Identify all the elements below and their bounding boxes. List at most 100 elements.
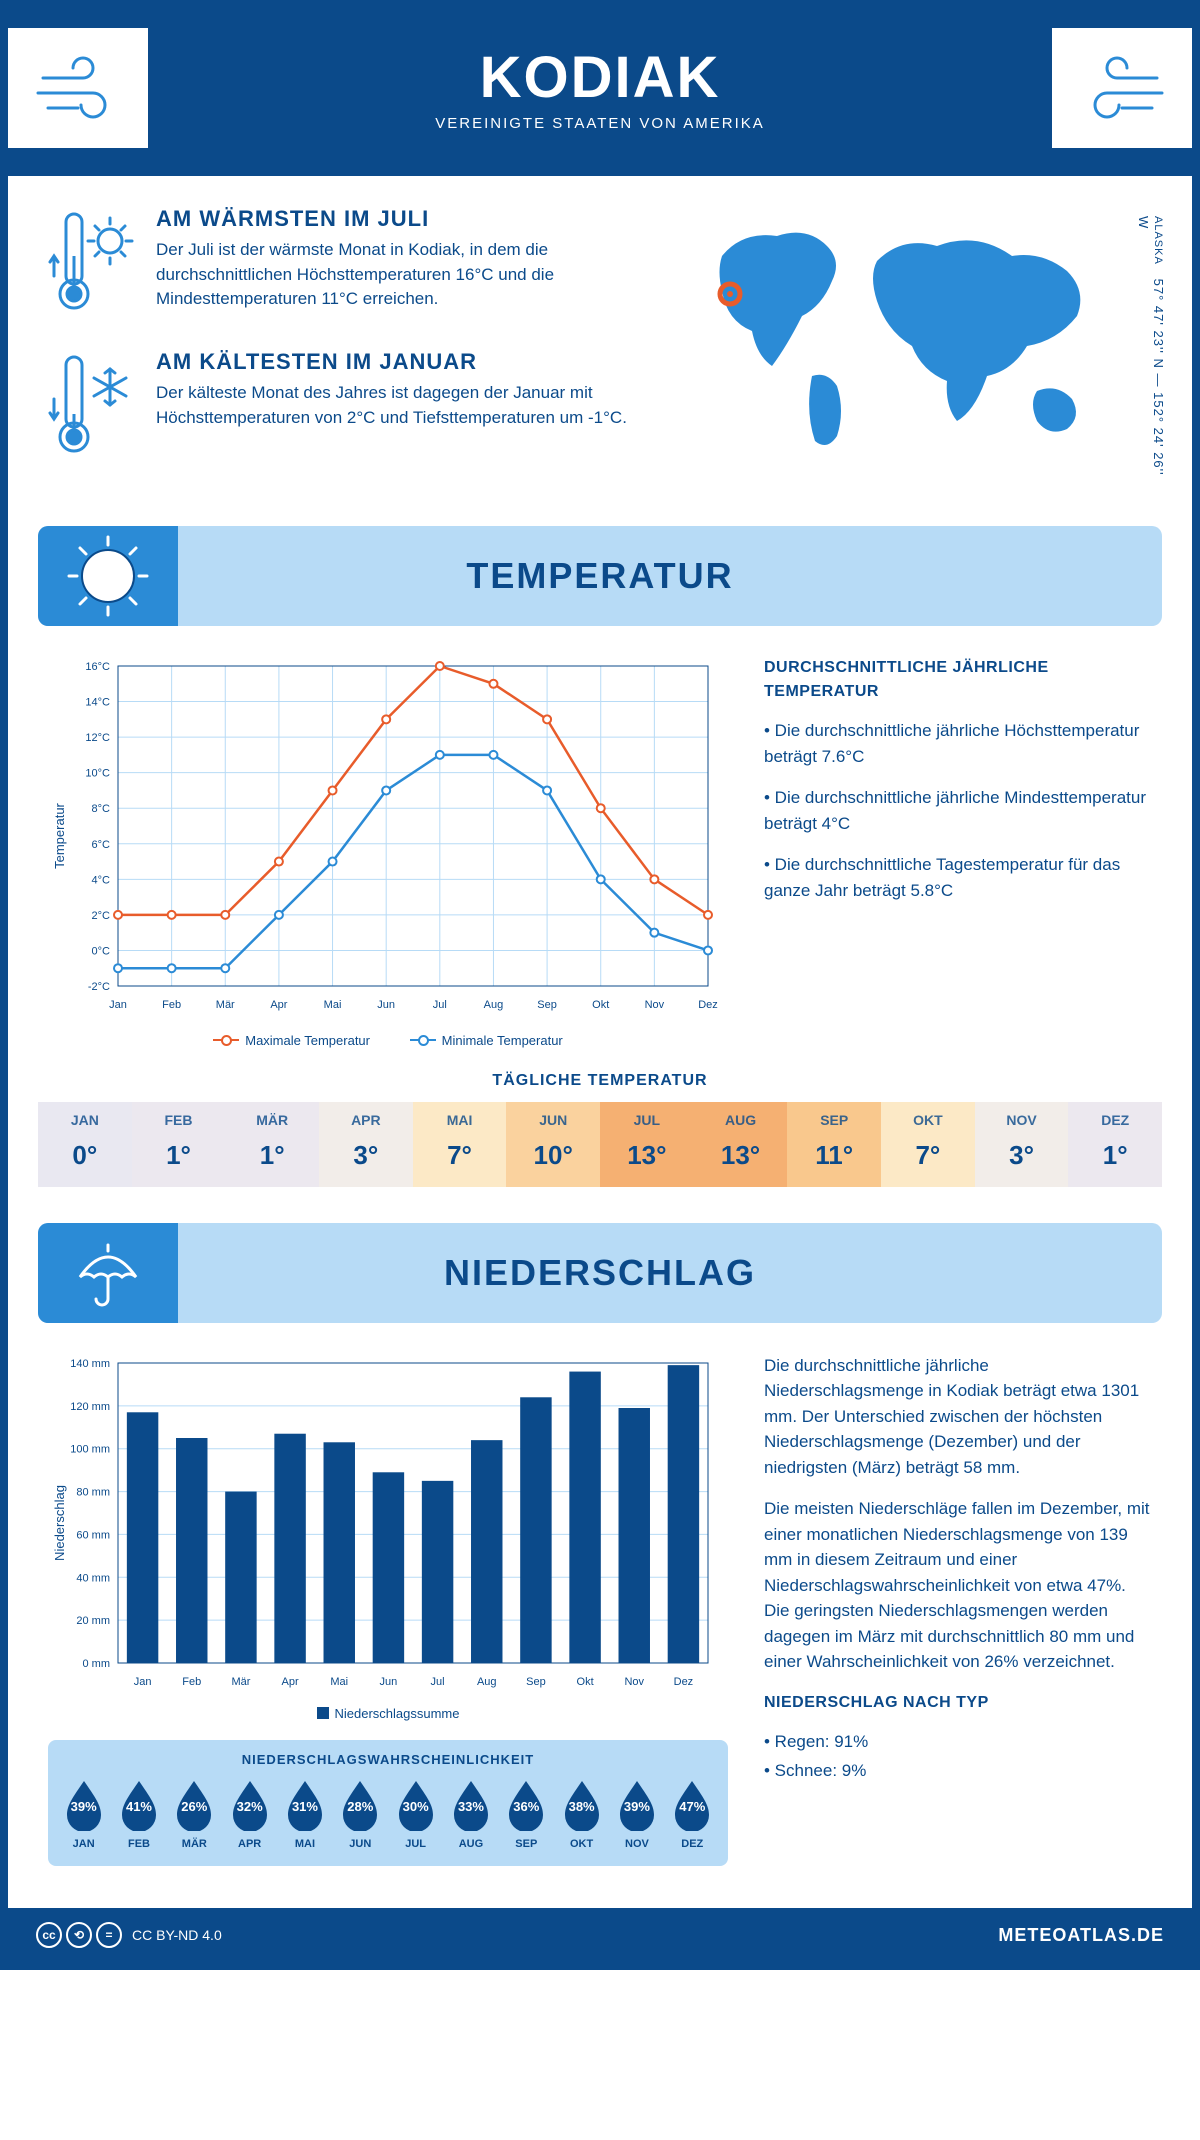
precipitation-legend: Niederschlagssumme bbox=[48, 1706, 728, 1723]
map-wrap: ALASKA 57° 47' 23'' N — 152° 24' 26'' W bbox=[692, 206, 1152, 492]
svg-text:16°C: 16°C bbox=[85, 661, 110, 673]
probability-panel: NIEDERSCHLAGSWAHRSCHEINLICHKEIT 39%JAN41… bbox=[48, 1740, 728, 1866]
temperature-body: -2°C0°C2°C4°C6°C8°C10°C12°C14°C16°CJanFe… bbox=[8, 626, 1192, 1058]
svg-text:Okt: Okt bbox=[577, 1676, 594, 1688]
svg-text:Jun: Jun bbox=[377, 999, 395, 1011]
svg-text:100 mm: 100 mm bbox=[70, 1443, 110, 1455]
intro-section: AM WÄRMSTEN IM JULI Der Juli ist der wär… bbox=[8, 176, 1192, 502]
daily-temperature-table: JAN0°FEB1°MÄR1°APR3°MAI7°JUN10°JUL13°AUG… bbox=[38, 1102, 1162, 1187]
svg-text:Jan: Jan bbox=[109, 999, 127, 1011]
header: KODIAK VEREINIGTE STAATEN VON AMERIKA bbox=[8, 8, 1192, 176]
location-subtitle: VEREINIGTE STAATEN VON AMERIKA bbox=[148, 115, 1052, 132]
probability-drop: 28%JUN bbox=[335, 1777, 386, 1850]
month-cell: OKT7° bbox=[881, 1102, 975, 1187]
probability-drop: 31%MAI bbox=[279, 1777, 330, 1850]
probability-drop: 39%NOV bbox=[611, 1777, 662, 1850]
thermometer-snow-icon bbox=[48, 349, 138, 464]
svg-text:Sep: Sep bbox=[526, 1676, 546, 1688]
precipitation-bar-chart: 0 mm20 mm40 mm60 mm80 mm100 mm120 mm140 … bbox=[48, 1353, 728, 1693]
svg-text:Feb: Feb bbox=[162, 999, 181, 1011]
svg-text:-2°C: -2°C bbox=[88, 981, 110, 993]
daily-temp-title: TÄGLICHE TEMPERATUR bbox=[8, 1072, 1192, 1090]
location-title: KODIAK bbox=[148, 44, 1052, 111]
temperature-chart: -2°C0°C2°C4°C6°C8°C10°C12°C14°C16°CJanFe… bbox=[48, 656, 728, 1048]
probability-drop: 33%AUG bbox=[445, 1777, 496, 1850]
coldest-text: Der kälteste Monat des Jahres ist dagege… bbox=[156, 381, 662, 430]
svg-text:140 mm: 140 mm bbox=[70, 1358, 110, 1370]
svg-text:Jun: Jun bbox=[380, 1676, 398, 1688]
world-map-icon bbox=[692, 206, 1112, 466]
month-cell: APR3° bbox=[319, 1102, 413, 1187]
svg-text:Niederschlag: Niederschlag bbox=[52, 1485, 67, 1561]
svg-text:10°C: 10°C bbox=[85, 768, 110, 780]
coldest-title: AM KÄLTESTEN IM JANUAR bbox=[156, 349, 662, 375]
month-cell: NOV3° bbox=[975, 1102, 1069, 1187]
svg-text:Mai: Mai bbox=[330, 1676, 348, 1688]
svg-text:Apr: Apr bbox=[270, 999, 287, 1011]
temperature-summary: DURCHSCHNITTLICHE JÄHRLICHE TEMPERATUR •… bbox=[764, 656, 1152, 1048]
svg-text:40 mm: 40 mm bbox=[76, 1572, 110, 1584]
precipitation-section-header: NIEDERSCHLAG bbox=[38, 1223, 1162, 1323]
probability-drop: 39%JAN bbox=[58, 1777, 109, 1850]
temperature-section-header: TEMPERATUR bbox=[38, 526, 1162, 626]
svg-text:Jul: Jul bbox=[433, 999, 447, 1011]
svg-text:Temperatur: Temperatur bbox=[52, 802, 67, 868]
temperature-title: TEMPERATUR bbox=[466, 555, 733, 597]
svg-text:6°C: 6°C bbox=[92, 839, 111, 851]
svg-text:60 mm: 60 mm bbox=[76, 1529, 110, 1541]
month-cell: AUG13° bbox=[694, 1102, 788, 1187]
month-cell: JUN10° bbox=[506, 1102, 600, 1187]
probability-drops: 39%JAN41%FEB26%MÄR32%APR31%MAI28%JUN30%J… bbox=[58, 1777, 718, 1850]
license-text: CC BY-ND 4.0 bbox=[132, 1927, 222, 1943]
svg-text:Jul: Jul bbox=[431, 1676, 445, 1688]
warmest-text: Der Juli ist der wärmste Monat in Kodiak… bbox=[156, 238, 662, 312]
svg-text:Okt: Okt bbox=[592, 999, 609, 1011]
month-cell: JAN0° bbox=[38, 1102, 132, 1187]
svg-text:Feb: Feb bbox=[182, 1676, 201, 1688]
svg-text:2°C: 2°C bbox=[92, 910, 111, 922]
thermometer-sun-icon bbox=[48, 206, 138, 321]
wind-icon-right bbox=[1052, 28, 1192, 148]
svg-text:Mai: Mai bbox=[324, 999, 342, 1011]
svg-text:4°C: 4°C bbox=[92, 874, 111, 886]
precipitation-body: 0 mm20 mm40 mm60 mm80 mm100 mm120 mm140 … bbox=[8, 1323, 1192, 1877]
sun-tab-icon bbox=[38, 526, 178, 626]
svg-text:Sep: Sep bbox=[537, 999, 557, 1011]
month-cell: FEB1° bbox=[132, 1102, 226, 1187]
precipitation-chart-box: 0 mm20 mm40 mm60 mm80 mm100 mm120 mm140 … bbox=[48, 1353, 728, 1867]
svg-text:Mär: Mär bbox=[216, 999, 235, 1011]
svg-text:Aug: Aug bbox=[484, 999, 504, 1011]
month-cell: JUL13° bbox=[600, 1102, 694, 1187]
svg-text:Jan: Jan bbox=[134, 1676, 152, 1688]
svg-text:Dez: Dez bbox=[674, 1676, 694, 1688]
svg-text:14°C: 14°C bbox=[85, 697, 110, 709]
probability-drop: 36%SEP bbox=[501, 1777, 552, 1850]
probability-drop: 38%OKT bbox=[556, 1777, 607, 1850]
svg-text:8°C: 8°C bbox=[92, 803, 111, 815]
month-cell: MAI7° bbox=[413, 1102, 507, 1187]
svg-text:0°C: 0°C bbox=[92, 945, 111, 957]
svg-text:120 mm: 120 mm bbox=[70, 1400, 110, 1412]
precipitation-summary: Die durchschnittliche jährliche Niedersc… bbox=[764, 1353, 1152, 1867]
cc-license-icon: cc⟲= bbox=[36, 1922, 122, 1948]
umbrella-tab-icon bbox=[38, 1223, 178, 1323]
probability-drop: 32%APR bbox=[224, 1777, 275, 1850]
month-cell: DEZ1° bbox=[1068, 1102, 1162, 1187]
svg-text:Dez: Dez bbox=[698, 999, 718, 1011]
temperature-legend: Maximale Temperatur Minimale Temperatur bbox=[48, 1029, 728, 1048]
svg-text:Apr: Apr bbox=[282, 1676, 299, 1688]
svg-text:Nov: Nov bbox=[645, 999, 665, 1011]
svg-text:Mär: Mär bbox=[231, 1676, 250, 1688]
footer: cc⟲= CC BY-ND 4.0 METEOATLAS.DE bbox=[8, 1908, 1192, 1962]
precipitation-title: NIEDERSCHLAG bbox=[444, 1252, 756, 1294]
coldest-block: AM KÄLTESTEN IM JANUAR Der kälteste Mona… bbox=[48, 349, 662, 464]
infographic-frame: KODIAK VEREINIGTE STAATEN VON AMERIKA AM… bbox=[0, 0, 1200, 1970]
probability-drop: 26%MÄR bbox=[169, 1777, 220, 1850]
svg-text:80 mm: 80 mm bbox=[76, 1486, 110, 1498]
probability-drop: 47%DEZ bbox=[667, 1777, 718, 1850]
coordinates: ALASKA 57° 47' 23'' N — 152° 24' 26'' W bbox=[1136, 216, 1166, 492]
svg-text:Aug: Aug bbox=[477, 1676, 497, 1688]
svg-text:0 mm: 0 mm bbox=[83, 1658, 111, 1670]
probability-drop: 30%JUL bbox=[390, 1777, 441, 1850]
svg-text:Nov: Nov bbox=[624, 1676, 644, 1688]
